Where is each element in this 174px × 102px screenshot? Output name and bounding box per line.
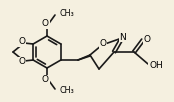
Text: O: O (42, 75, 49, 84)
Text: O: O (18, 38, 26, 47)
Text: CH₃: CH₃ (59, 9, 74, 18)
Text: CH₃: CH₃ (59, 86, 74, 95)
Text: O: O (18, 58, 26, 67)
Text: OH: OH (149, 60, 163, 69)
Text: O: O (144, 35, 151, 44)
Text: N: N (120, 33, 126, 42)
Text: O: O (100, 39, 106, 48)
Text: O: O (42, 19, 49, 28)
